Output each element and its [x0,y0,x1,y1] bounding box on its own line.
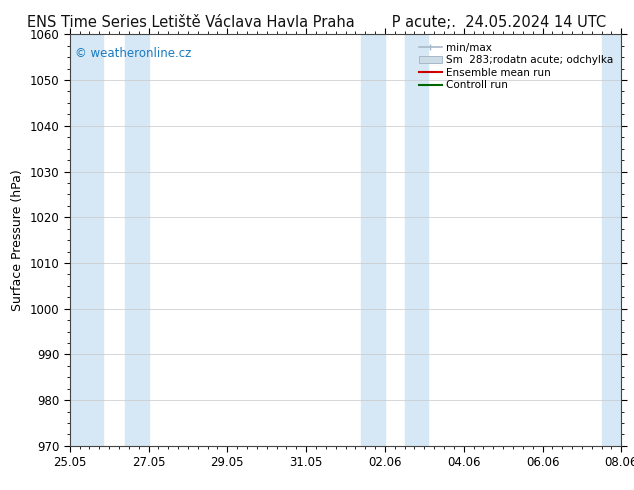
Y-axis label: Surface Pressure (hPa): Surface Pressure (hPa) [11,169,24,311]
Text: ENS Time Series Letiště Václava Havla Praha        P acute;.  24.05.2024 14 UTC: ENS Time Series Letiště Václava Havla Pr… [27,15,607,30]
Bar [602,34,621,446]
Bar [361,34,385,446]
Bar [404,34,428,446]
Bar [125,34,148,446]
Text: © weatheronline.cz: © weatheronline.cz [75,47,191,60]
Legend: min/max, Sm  283;rodatn acute; odchylka, Ensemble mean run, Controll run: min/max, Sm 283;rodatn acute; odchylka, … [415,40,616,94]
Bar [70,34,103,446]
